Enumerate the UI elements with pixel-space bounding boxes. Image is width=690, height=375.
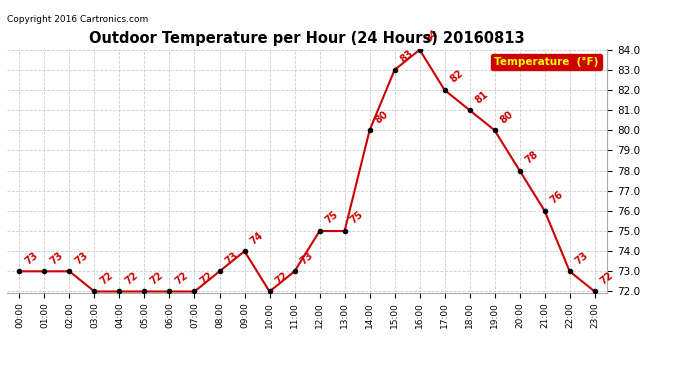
Text: 72: 72 [124, 270, 140, 286]
Legend: Temperature  (°F): Temperature (°F) [491, 54, 602, 70]
Text: 78: 78 [524, 149, 540, 166]
Text: 80: 80 [373, 109, 391, 125]
Text: 72: 72 [598, 270, 615, 286]
Text: 72: 72 [148, 270, 165, 286]
Text: 72: 72 [198, 270, 215, 286]
Text: 73: 73 [298, 250, 315, 266]
Text: 72: 72 [273, 270, 290, 286]
Text: 72: 72 [173, 270, 190, 286]
Text: 76: 76 [549, 189, 565, 206]
Text: Copyright 2016 Cartronics.com: Copyright 2016 Cartronics.com [7, 15, 148, 24]
Text: 73: 73 [573, 250, 590, 266]
Text: 72: 72 [98, 270, 115, 286]
Text: 75: 75 [348, 210, 365, 226]
Text: 81: 81 [473, 89, 491, 105]
Text: 82: 82 [448, 69, 465, 85]
Text: 73: 73 [48, 250, 65, 266]
Text: 83: 83 [398, 48, 415, 65]
Text: 73: 73 [23, 250, 40, 266]
Text: 73: 73 [73, 250, 90, 266]
Text: 74: 74 [248, 230, 265, 246]
Text: 75: 75 [324, 210, 340, 226]
Title: Outdoor Temperature per Hour (24 Hours) 20160813: Outdoor Temperature per Hour (24 Hours) … [89, 31, 525, 46]
Text: 80: 80 [498, 109, 515, 125]
Text: 84: 84 [424, 28, 440, 45]
Text: 73: 73 [224, 250, 240, 266]
